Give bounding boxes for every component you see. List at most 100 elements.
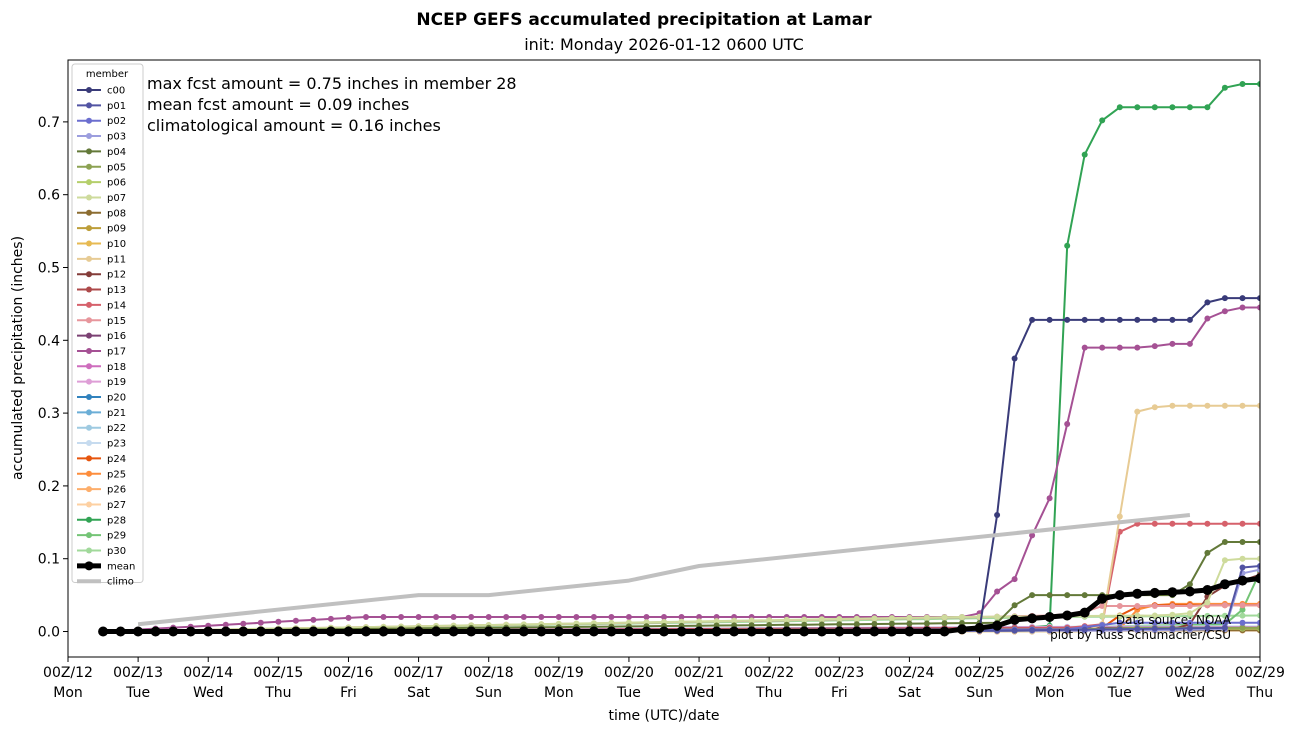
y-tick-label: 0.2 [38,479,60,495]
data-point-p11 [1186,402,1193,409]
data-point-mean [816,626,827,637]
data-point-p02 [1169,619,1176,626]
x-tick-day-label: Sun [966,685,993,701]
legend-label-p06: p06 [107,178,126,189]
data-point-p07 [1186,610,1193,617]
data-point-mean [553,626,564,637]
legend-marker-p17 [86,347,92,354]
legend-marker-p05 [86,163,92,170]
legend-label-mean: mean [107,561,135,572]
data-point-p17 [398,614,405,620]
data-point-c00 [1099,316,1106,323]
legend-marker-p10 [86,240,92,247]
data-point-mean [729,626,740,637]
data-point-p01 [1099,626,1106,633]
data-point-p17 [450,614,457,620]
x-tick-day-label: Wed [684,685,715,701]
data-point-p17 [1134,344,1141,351]
data-point-p02 [1204,619,1211,626]
data-point-p07 [1099,612,1106,619]
data-point-p29 [1239,606,1246,613]
data-point-p17 [257,619,264,626]
data-point-mean [115,626,126,637]
data-point-p15 [1169,603,1176,609]
x-tick-label: 00Z/21 [674,665,724,681]
legend-label-p15: p15 [107,316,126,327]
data-point-p07 [1257,555,1260,562]
y-tick-label: 0.4 [38,333,60,349]
data-point-p28 [1257,81,1260,87]
x-tick-day-label: Sat [407,685,430,701]
data-point-p07 [1116,612,1123,619]
data-point-mean [203,626,214,637]
data-point-mean [396,626,407,637]
data-point-p07 [1151,612,1158,619]
legend-label-p23: p23 [107,439,126,450]
data-point-p07 [783,616,790,623]
data-point-p11 [1134,408,1141,415]
data-point-p02 [1151,619,1158,626]
data-point-p04 [871,621,878,627]
data-point-p17 [573,614,580,620]
stats-annotation: max fcst amount = 0.75 inches in member … [147,74,517,93]
data-point-p04 [1186,581,1193,588]
data-point-p17 [1046,495,1053,502]
data-point-p17 [310,616,317,623]
data-point-p14 [1239,520,1246,527]
legend-label-p21: p21 [107,408,126,419]
legend-marker-p07 [86,194,92,201]
data-point-p28 [1081,151,1088,158]
data-point-p17 [222,621,229,628]
data-point-p15 [1134,603,1141,609]
data-point-p15 [1099,603,1106,609]
legend-label-p07: p07 [107,193,126,204]
data-point-p02 [1239,619,1246,626]
data-point-p11 [1239,402,1246,409]
data-point-p28 [1204,104,1211,111]
legend-label-p10: p10 [107,239,126,250]
legend-marker-p01 [86,102,92,109]
data-point-p01 [1116,626,1123,633]
data-point-mean [1167,587,1178,598]
data-point-mean [1009,614,1020,625]
data-point-p04 [941,620,948,627]
data-point-p17 [1064,421,1071,427]
legend-marker-p29 [86,532,92,539]
data-point-p17 [555,614,562,620]
data-point-p01 [1029,627,1036,634]
data-point-p07 [748,617,755,624]
x-tick-day-label: Thu [755,685,782,701]
data-point-mean [623,626,634,637]
data-point-p14 [1169,520,1176,527]
data-point-p01 [1257,563,1260,569]
data-point-p07 [906,614,913,621]
x-tick-label: 00Z/14 [183,665,233,681]
data-point-p07 [959,614,965,620]
x-tick-label: 00Z/28 [1165,665,1215,681]
data-point-p17 [468,614,475,620]
data-point-p11 [1169,402,1176,409]
data-point-p07 [1169,611,1176,618]
data-point-mean [764,626,775,637]
legend-title: member [86,69,129,80]
data-point-mean [325,626,336,637]
data-point-p11 [1221,402,1228,409]
data-point-mean [431,626,442,637]
y-tick-label: 0.3 [38,406,60,422]
data-point-mean [571,626,582,637]
legend-label-p05: p05 [107,162,126,173]
data-point-p14 [1221,520,1228,527]
x-tick-day-label: Fri [340,685,357,701]
data-point-p01 [1046,627,1053,634]
legend-marker-p30 [86,547,92,554]
x-tick-label: 00Z/17 [394,665,444,681]
data-point-p02 [1116,619,1123,626]
data-point-p30 [1204,612,1211,619]
legend-marker-p25 [86,470,92,477]
data-point-mean [238,626,249,637]
data-point-p04 [1204,549,1211,556]
data-point-p07 [888,615,895,622]
data-point-p07 [1239,555,1246,562]
legend-box [71,63,144,584]
